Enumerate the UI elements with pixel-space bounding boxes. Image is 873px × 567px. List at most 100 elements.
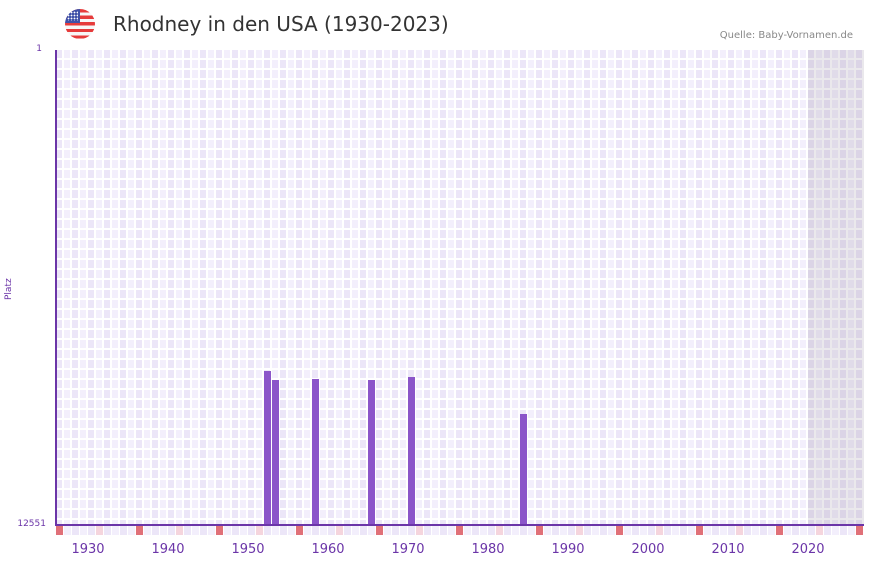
year-marker	[752, 526, 759, 535]
year-marker	[424, 526, 431, 535]
us-flag-icon	[65, 9, 95, 39]
year-marker	[624, 526, 631, 535]
year-marker	[800, 526, 807, 535]
year-marker	[704, 526, 711, 535]
year-marker	[832, 526, 839, 535]
year-marker	[88, 526, 95, 535]
year-marker	[408, 526, 415, 535]
year-marker	[112, 526, 119, 535]
year-marker	[720, 526, 727, 535]
year-marker	[144, 526, 151, 535]
year-marker	[152, 526, 159, 535]
year-marker	[456, 526, 463, 535]
year-marker	[400, 526, 407, 535]
bar-1954[interactable]	[264, 371, 271, 525]
year-marker	[672, 526, 679, 535]
year-marker	[776, 526, 783, 535]
x-tick-1970: 1970	[388, 542, 428, 557]
year-marker	[368, 526, 375, 535]
year-marker	[464, 526, 471, 535]
year-marker	[120, 526, 127, 535]
year-marker	[656, 526, 663, 535]
year-marker	[632, 526, 639, 535]
year-marker	[616, 526, 623, 535]
year-marker	[768, 526, 775, 535]
year-marker	[184, 526, 191, 535]
year-marker	[608, 526, 615, 535]
year-marker	[352, 526, 359, 535]
year-marker	[440, 526, 447, 535]
year-marker	[192, 526, 199, 535]
bar-1955[interactable]	[272, 380, 279, 525]
year-marker	[520, 526, 527, 535]
year-marker	[488, 526, 495, 535]
year-marker	[200, 526, 207, 535]
year-marker	[248, 526, 255, 535]
year-marker	[808, 526, 815, 535]
year-marker	[432, 526, 439, 535]
year-marker	[208, 526, 215, 535]
year-marker	[840, 526, 847, 535]
year-marker	[560, 526, 567, 535]
y-axis-label: Platz	[4, 278, 14, 300]
year-marker	[568, 526, 575, 535]
year-marker	[480, 526, 487, 535]
year-marker	[448, 526, 455, 535]
year-marker	[328, 526, 335, 535]
y-tick-bottom: 12551	[6, 519, 46, 529]
year-marker	[136, 526, 143, 535]
year-marker	[744, 526, 751, 535]
y-tick-top: 1	[2, 44, 42, 54]
year-marker	[256, 526, 263, 535]
year-marker	[176, 526, 183, 535]
grid	[56, 50, 864, 525]
bar-1986[interactable]	[520, 414, 527, 525]
year-marker	[512, 526, 519, 535]
bar-1972[interactable]	[408, 377, 415, 525]
year-marker	[232, 526, 239, 535]
year-marker	[344, 526, 351, 535]
year-marker	[80, 526, 87, 535]
year-marker	[128, 526, 135, 535]
year-marker	[224, 526, 231, 535]
year-marker	[736, 526, 743, 535]
year-marker	[592, 526, 599, 535]
year-marker	[784, 526, 791, 535]
year-marker	[680, 526, 687, 535]
year-marker	[496, 526, 503, 535]
year-marker	[56, 526, 63, 535]
year-marker	[280, 526, 287, 535]
year-marker	[64, 526, 71, 535]
bar-1967[interactable]	[368, 380, 375, 525]
year-marker	[104, 526, 111, 535]
bar-1960[interactable]	[312, 379, 319, 525]
x-tick-1930: 1930	[68, 542, 108, 557]
year-marker	[528, 526, 535, 535]
year-marker	[376, 526, 383, 535]
year-marker	[824, 526, 831, 535]
year-marker	[240, 526, 247, 535]
year-marker	[272, 526, 279, 535]
year-marker	[96, 526, 103, 535]
year-marker	[264, 526, 271, 535]
year-marker	[640, 526, 647, 535]
x-tick-2020: 2020	[788, 542, 828, 557]
year-marker	[696, 526, 703, 535]
year-marker	[584, 526, 591, 535]
x-tick-1940: 1940	[148, 542, 188, 557]
year-marker	[648, 526, 655, 535]
year-marker	[816, 526, 823, 535]
year-marker	[600, 526, 607, 535]
year-marker	[336, 526, 343, 535]
year-marker	[552, 526, 559, 535]
year-marker	[312, 526, 319, 535]
year-marker	[504, 526, 511, 535]
x-tick-2000: 2000	[628, 542, 668, 557]
future-shaded-region	[808, 50, 864, 525]
year-marker	[304, 526, 311, 535]
year-marker	[848, 526, 855, 535]
year-marker	[416, 526, 423, 535]
year-marker	[760, 526, 767, 535]
year-marker	[472, 526, 479, 535]
year-marker	[160, 526, 167, 535]
